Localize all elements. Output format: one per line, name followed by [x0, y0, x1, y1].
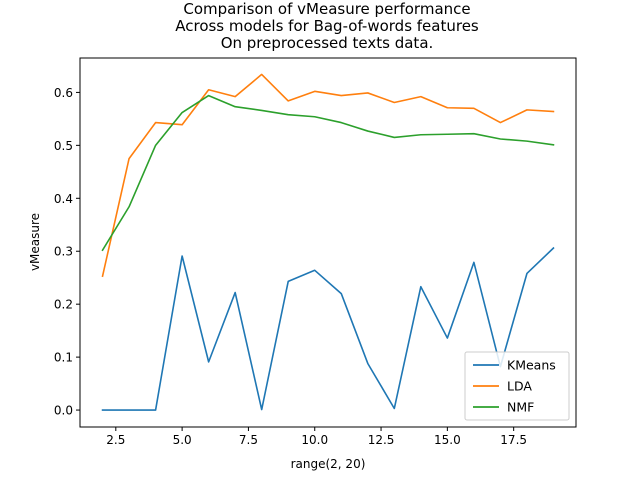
x-tick-label: 7.5 — [239, 433, 258, 447]
y-tick-label: 0.1 — [54, 351, 73, 365]
y-tick-label: 0.0 — [54, 404, 73, 418]
chart-title-line-3: On preprocessed texts data. — [221, 34, 434, 52]
x-axis-label: range(2, 20) — [291, 457, 366, 471]
series-line-lda — [101, 73, 555, 278]
plot-area-frame — [79, 57, 577, 428]
x-tick-label: 17.5 — [500, 433, 527, 447]
y-axis-ticks: 0.0 0.1 0.2 0.3 0.4 0.5 0.6 — [54, 86, 80, 418]
x-tick-label: 10.0 — [301, 433, 328, 447]
x-axis-ticks: 2.5 5.0 7.5 10.0 12.5 15.0 17.5 — [106, 427, 527, 447]
legend-label-nmf: NMF — [507, 400, 534, 415]
chart-title-line-2: Across models for Bag-of-words features — [175, 17, 479, 35]
legend-box — [464, 351, 570, 421]
x-tick-label: 15.0 — [434, 433, 461, 447]
legend-label-lda: LDA — [507, 379, 532, 394]
series-lines — [101, 73, 555, 411]
y-tick-label: 0.6 — [54, 86, 73, 100]
y-tick-label: 0.4 — [54, 192, 73, 206]
series-line-nmf — [101, 94, 555, 252]
y-tick-label: 0.2 — [54, 298, 73, 312]
x-tick-label: 5.0 — [173, 433, 192, 447]
series-line-kmeans — [101, 246, 555, 411]
chart-title-line-1: Comparison of vMeasure performance — [183, 0, 470, 18]
legend: KMeans LDA NMF — [464, 351, 570, 421]
x-tick-label: 2.5 — [106, 433, 125, 447]
legend-label-kmeans: KMeans — [507, 358, 556, 373]
x-tick-label: 12.5 — [368, 433, 395, 447]
y-axis-label: vMeasure — [28, 213, 42, 271]
chart-title: Comparison of vMeasure performance Acros… — [175, 0, 479, 52]
y-tick-label: 0.3 — [54, 245, 73, 259]
y-tick-label: 0.5 — [54, 139, 73, 153]
